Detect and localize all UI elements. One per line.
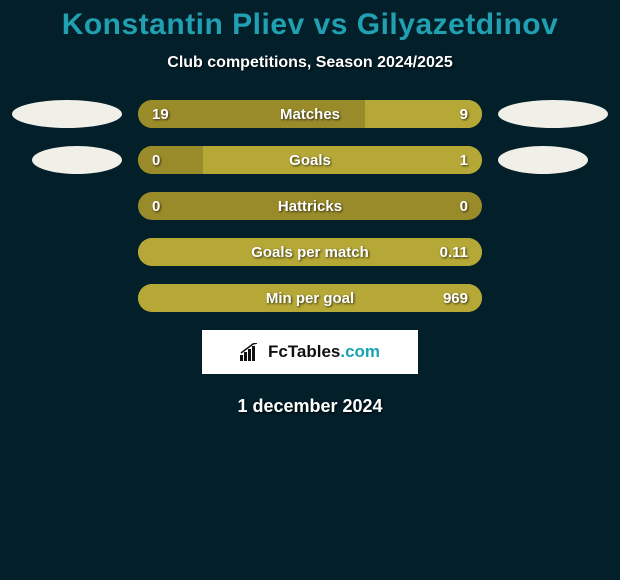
right-ellipse-slot — [498, 238, 608, 266]
stat-row: Min per goal969 — [0, 284, 620, 312]
stat-bar: Goals per match0.11 — [138, 238, 482, 266]
page-title: Konstantin Pliev vs Gilyazetdinov — [0, 8, 620, 42]
logo-text-a: FcTables — [268, 342, 340, 361]
player-a-marker — [32, 146, 122, 174]
stat-bar: 0Hattricks0 — [138, 192, 482, 220]
right-ellipse-slot — [498, 284, 608, 312]
comparison-widget: Konstantin Pliev vs Gilyazetdinov Club c… — [0, 0, 620, 417]
stat-label: Goals per match — [138, 238, 482, 266]
player-b-marker — [498, 100, 608, 128]
right-ellipse-slot — [498, 192, 608, 220]
left-ellipse-slot — [12, 100, 122, 128]
value-b: 0.11 — [440, 238, 468, 266]
left-ellipse-slot — [12, 238, 122, 266]
left-ellipse-slot — [12, 284, 122, 312]
value-b: 1 — [460, 146, 468, 174]
stat-label: Matches — [138, 100, 482, 128]
right-ellipse-slot — [498, 100, 608, 128]
player-b-marker — [498, 146, 588, 174]
stat-label: Min per goal — [138, 284, 482, 312]
right-ellipse-slot — [498, 146, 608, 174]
stat-label: Goals — [138, 146, 482, 174]
logo-text-b: .com — [340, 342, 380, 361]
stat-rows: 19Matches90Goals10Hattricks0Goals per ma… — [0, 100, 620, 312]
stat-row: 0Goals1 — [0, 146, 620, 174]
chart-icon — [240, 343, 262, 361]
stat-bar: Min per goal969 — [138, 284, 482, 312]
subtitle: Club competitions, Season 2024/2025 — [0, 54, 620, 72]
logo-text: FcTables.com — [268, 342, 380, 362]
stat-row: 0Hattricks0 — [0, 192, 620, 220]
stat-row: 19Matches9 — [0, 100, 620, 128]
left-ellipse-slot — [12, 192, 122, 220]
value-b: 969 — [443, 284, 468, 312]
logo-badge: FcTables.com — [202, 330, 418, 374]
stat-bar: 19Matches9 — [138, 100, 482, 128]
stat-label: Hattricks — [138, 192, 482, 220]
left-ellipse-slot — [12, 146, 122, 174]
player-a-marker — [12, 100, 122, 128]
date-label: 1 december 2024 — [0, 396, 620, 417]
stat-row: Goals per match0.11 — [0, 238, 620, 266]
stat-bar: 0Goals1 — [138, 146, 482, 174]
value-b: 9 — [460, 100, 468, 128]
value-b: 0 — [460, 192, 468, 220]
